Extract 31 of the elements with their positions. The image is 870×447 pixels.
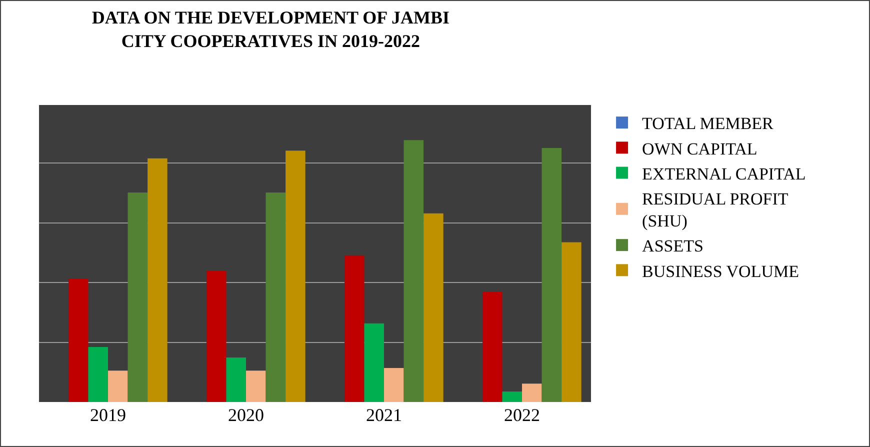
x-tick-label: 2022 [504, 405, 540, 425]
bar [148, 158, 168, 402]
bar [482, 292, 502, 402]
legend-label: RESIDUAL PROFIT (SHU) [642, 189, 789, 231]
bar [226, 357, 246, 402]
bar [286, 150, 306, 402]
legend-label: TOTAL MEMBER [642, 114, 774, 134]
x-tick-label: 2021 [366, 405, 402, 425]
bar [542, 148, 562, 402]
bar [522, 384, 542, 402]
bar [424, 213, 444, 402]
bar [344, 255, 364, 402]
bar [88, 347, 108, 402]
legend-label: ASSETS [642, 236, 704, 256]
bar [128, 192, 148, 402]
bar [562, 242, 582, 402]
bar [502, 392, 522, 402]
bar [108, 370, 128, 402]
x-tick-label: 2019 [90, 405, 126, 425]
legend-label: EXTERNAL CAPITAL [642, 164, 806, 184]
bar [364, 323, 384, 402]
chart-title: DATA ON THE DEVELOPMENT OF JAMBI CITY COOPERATIVES IN 2019-2022 [92, 7, 450, 51]
bar [404, 140, 424, 402]
legend-label: BUSINESS VOLUME [642, 262, 800, 281]
bar [206, 271, 226, 402]
bar [384, 368, 404, 402]
bar [266, 192, 286, 402]
bar [246, 370, 266, 402]
bar [68, 278, 88, 402]
x-tick-label: 2020 [228, 405, 264, 425]
legend-label: OWN CAPITAL [642, 139, 758, 158]
